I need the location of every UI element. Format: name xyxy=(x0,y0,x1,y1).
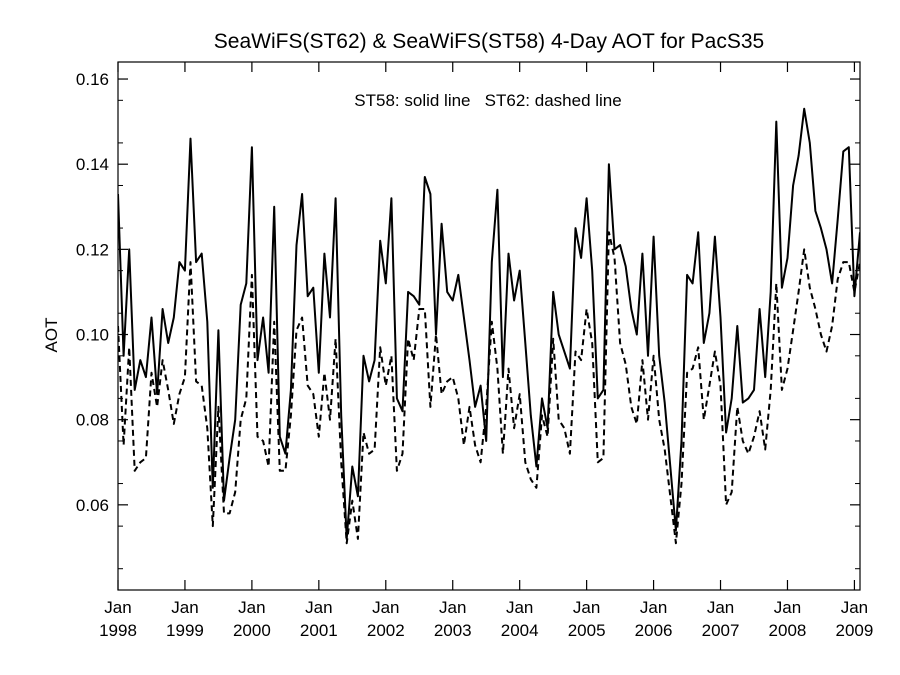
plot-frame xyxy=(117,61,861,591)
y-tick-label: 0.10 xyxy=(76,326,109,345)
y-tick-label: 0.06 xyxy=(76,496,109,515)
x-tick-year: 2009 xyxy=(836,621,874,640)
x-tick-month: Jan xyxy=(171,598,198,617)
y-tick-label: 0.08 xyxy=(76,411,109,430)
x-tick-year: 2008 xyxy=(769,621,807,640)
x-tick-month: Jan xyxy=(841,598,868,617)
y-axis-label: AOT xyxy=(42,318,61,353)
x-tick-month: Jan xyxy=(372,598,399,617)
x-tick-year: 2006 xyxy=(635,621,673,640)
x-tick-month: Jan xyxy=(506,598,533,617)
x-tick-month: Jan xyxy=(774,598,801,617)
chart-title: SeaWiFS(ST62) & SeaWiFS(ST58) 4-Day AOT … xyxy=(214,30,764,53)
x-tick-year: 2004 xyxy=(501,621,539,640)
x-tick-month: Jan xyxy=(439,598,466,617)
y-tick-label: 0.16 xyxy=(76,70,109,89)
series-line-st58 xyxy=(118,107,860,540)
y-axis: 0.06 0.08 0.10 0.12 0.14 0.16 xyxy=(76,70,860,570)
x-tick-year: 2002 xyxy=(367,621,405,640)
x-tick-month: Jan xyxy=(573,598,600,617)
x-tick-month: Jan xyxy=(238,598,265,617)
x-tick-month: Jan xyxy=(104,598,131,617)
x-tick-year: 1998 xyxy=(99,621,137,640)
y-tick-label: 0.12 xyxy=(76,240,109,259)
y-tick-label: 0.14 xyxy=(76,155,109,174)
x-tick-year: 2007 xyxy=(702,621,740,640)
x-tick-year: 2005 xyxy=(568,621,606,640)
series-line-st62 xyxy=(118,231,860,545)
x-tick-month: Jan xyxy=(305,598,332,617)
x-tick-month: Jan xyxy=(707,598,734,617)
x-tick-month: Jan xyxy=(640,598,667,617)
x-tick-year: 2001 xyxy=(300,621,338,640)
x-tick-year: 2003 xyxy=(434,621,472,640)
x-tick-year: 1999 xyxy=(166,621,204,640)
x-tick-year: 2000 xyxy=(233,621,271,640)
plot-area xyxy=(118,107,860,545)
x-axis: Jan 1998 Jan 1999 Jan 2000 Jan 2001 Jan 2002 Jan 20… xyxy=(99,62,873,640)
line-style-annotation: ST58: solid line ST62: dashed line xyxy=(354,91,621,110)
